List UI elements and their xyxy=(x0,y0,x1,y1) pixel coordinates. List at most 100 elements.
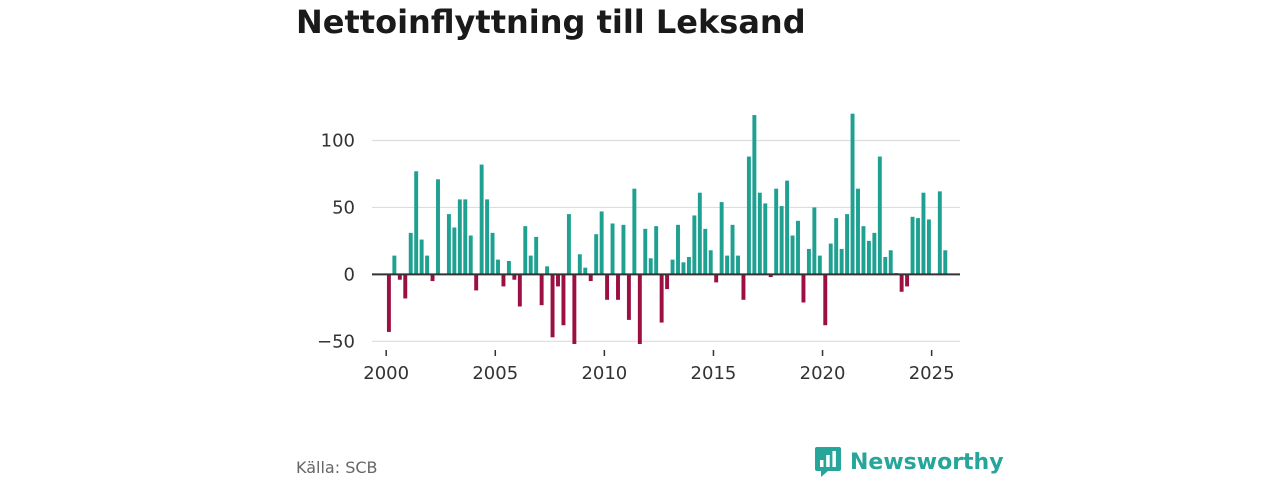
bar xyxy=(812,207,817,275)
bar xyxy=(528,255,533,275)
bar xyxy=(665,274,670,290)
bar xyxy=(632,188,637,275)
x-tick-label: 2015 xyxy=(691,363,737,384)
y-tick-label: 50 xyxy=(332,197,355,218)
bar xyxy=(670,259,675,275)
grid-layer xyxy=(372,139,960,342)
newsworthy-logo-icon xyxy=(815,447,841,477)
bar-layer xyxy=(386,113,948,344)
bar xyxy=(457,199,462,275)
bar xyxy=(512,274,517,280)
bar xyxy=(452,227,457,275)
x-tick-label: 2005 xyxy=(472,363,518,384)
bar xyxy=(910,216,915,275)
bar xyxy=(621,224,626,275)
brand-logo[interactable]: Newsworthy xyxy=(814,446,1004,478)
bar xyxy=(697,192,702,275)
bar xyxy=(730,224,735,275)
bar xyxy=(937,191,942,275)
bar xyxy=(577,254,582,275)
bar xyxy=(834,218,839,275)
bar xyxy=(566,214,571,275)
bar xyxy=(539,274,544,306)
bar xyxy=(654,226,659,275)
bar xyxy=(468,235,473,275)
bar xyxy=(414,171,419,275)
bar xyxy=(817,255,822,275)
bar xyxy=(823,274,828,326)
bar xyxy=(561,274,566,326)
bar xyxy=(550,274,555,338)
bar xyxy=(785,180,790,275)
bar xyxy=(643,228,648,275)
bar xyxy=(556,274,560,287)
bar xyxy=(659,274,664,323)
bar xyxy=(703,228,708,275)
bar xyxy=(692,215,697,275)
y-tick-label: 100 xyxy=(321,130,355,151)
bar xyxy=(746,156,751,275)
bar xyxy=(801,274,806,303)
chart-title: Nettoinflyttning till Leksand xyxy=(296,3,806,41)
bar xyxy=(681,262,686,275)
bar xyxy=(828,243,833,275)
bar xyxy=(926,219,931,275)
bar xyxy=(479,164,484,275)
bar xyxy=(883,256,888,275)
bar xyxy=(583,267,588,275)
bar xyxy=(708,250,713,275)
bar xyxy=(856,188,860,275)
bar xyxy=(419,239,424,275)
bar xyxy=(517,274,522,307)
bar xyxy=(736,255,740,275)
bar xyxy=(790,235,795,275)
bar xyxy=(599,211,604,275)
bar xyxy=(714,274,719,283)
bar xyxy=(501,274,506,287)
bar xyxy=(916,218,920,275)
bar xyxy=(888,250,893,275)
x-tick-label: 2020 xyxy=(800,363,846,384)
bar xyxy=(763,203,768,275)
bar xyxy=(676,224,680,275)
bar xyxy=(866,240,871,275)
x-tick-label: 2025 xyxy=(909,363,955,384)
bar xyxy=(768,274,773,278)
bar xyxy=(534,236,539,275)
y-axis: 100 50 0 −50 xyxy=(317,130,355,352)
x-tick-label: 2010 xyxy=(581,363,627,384)
x-tick-label: 2000 xyxy=(363,363,409,384)
bar xyxy=(877,156,882,275)
bar xyxy=(474,274,479,291)
bar xyxy=(545,266,550,275)
bar xyxy=(610,223,615,275)
bar xyxy=(872,232,877,275)
bar xyxy=(403,274,408,299)
bar xyxy=(616,274,620,300)
bar xyxy=(463,199,468,275)
bar xyxy=(741,274,746,300)
bar xyxy=(686,256,691,275)
bar xyxy=(774,188,779,275)
bar xyxy=(861,226,866,275)
bar xyxy=(490,232,495,275)
bar xyxy=(386,274,391,332)
bar xyxy=(845,214,850,275)
bar xyxy=(594,234,599,275)
y-tick-label: 0 xyxy=(344,264,355,285)
bar xyxy=(943,250,948,275)
bar xyxy=(408,232,413,275)
bar xyxy=(757,192,762,275)
bar xyxy=(496,259,500,275)
bar xyxy=(430,274,435,282)
source-label: Källa: SCB xyxy=(296,458,378,477)
bar xyxy=(921,192,926,275)
y-tick-label: −50 xyxy=(317,331,355,352)
bar xyxy=(779,206,784,275)
bar xyxy=(523,226,528,275)
bar xyxy=(397,274,402,280)
bar xyxy=(899,274,904,292)
bar xyxy=(648,258,653,275)
bar xyxy=(806,248,811,275)
bar xyxy=(626,274,631,320)
